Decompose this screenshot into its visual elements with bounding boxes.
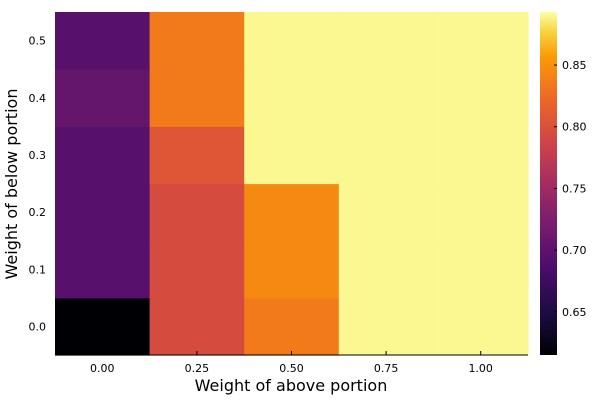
heatmap-cells [55,12,529,356]
heatmap-cell [55,69,151,127]
colorbar-tick-label: 0.70 [562,244,587,257]
heatmap-cell [433,297,529,356]
heatmap-cell [433,69,529,127]
heatmap-cell [149,12,245,70]
x-tick-label: 0.50 [279,362,304,375]
x-tick-label: 1.00 [468,362,493,375]
heatmap-cell [244,183,340,242]
colorbar-tick-label: 0.65 [562,306,587,319]
heatmap-cell [55,12,151,70]
colorbar [540,12,557,355]
colorbar-tick-label: 0.75 [562,182,587,195]
y-tick-label: 0.1 [29,263,47,276]
x-ticks: 0.00 0.25 0.50 0.75 1.00 [90,351,493,375]
heatmap-cell [55,297,151,356]
heatmap-cell [338,69,434,127]
heatmap-cell [338,126,434,185]
y-tick-label: 0.0 [29,320,47,333]
heatmap-cell [244,297,340,356]
x-axis-label: Weight of above portion [195,376,388,395]
heatmap-cell [338,240,434,299]
x-tick-label: 0.25 [185,362,210,375]
heatmap-cell [244,12,340,70]
x-tick-label: 0.75 [374,362,399,375]
heatmap-cell [149,297,245,356]
y-tick-label: 0.3 [29,149,47,162]
heatmap-cell [338,183,434,242]
heatmap-cell [433,183,529,242]
heatmap-cell [433,12,529,70]
y-axis-label: Weight of below portion [2,89,21,280]
heatmap-cell [55,126,151,185]
heatmap-cell [244,240,340,299]
heatmap-cell [244,126,340,185]
heatmap-cell [149,240,245,299]
colorbar-tick-label: 0.85 [562,59,587,72]
heatmap-cell [244,69,340,127]
x-tick-label: 0.00 [90,362,115,375]
heatmap-cell [55,183,151,242]
colorbar-tick-label: 0.80 [562,121,587,134]
heatmap-cell [149,69,245,127]
y-tick-label: 0.2 [29,206,47,219]
y-tick-label: 0.4 [29,92,47,105]
heatmap-cell [55,240,151,299]
heatmap-cell [338,297,434,356]
heatmap-cell [149,126,245,185]
heatmap-cell [433,126,529,185]
y-tick-label: 0.5 [29,35,47,48]
colorbar-ticks: 0.65 0.70 0.75 0.80 0.85 [554,59,587,319]
heatmap-cell [433,240,529,299]
heatmap-cell [149,183,245,242]
heatmap-cell [338,12,434,70]
y-ticks: 0.0 0.1 0.2 0.3 0.4 0.5 [29,35,47,334]
